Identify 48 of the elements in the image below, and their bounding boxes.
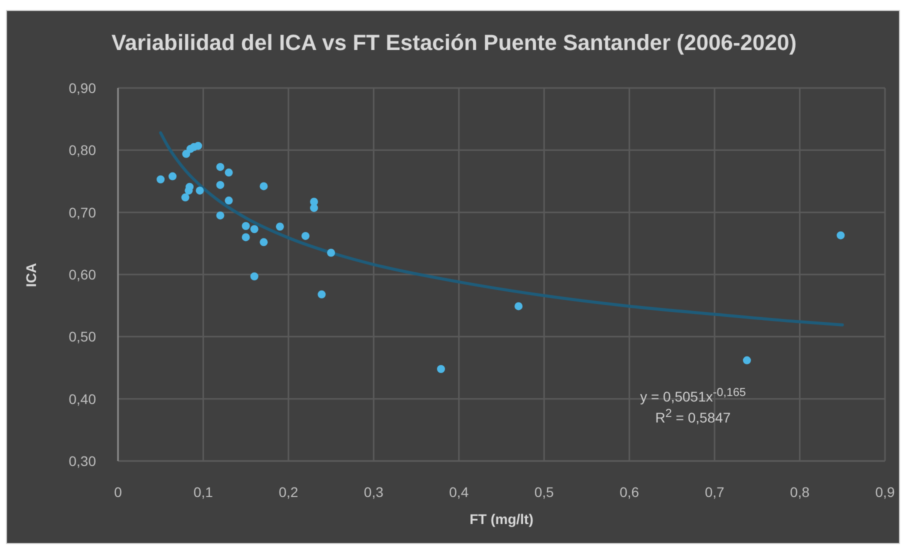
point (224, 196, 233, 205)
x-tick-label: 0 (114, 484, 122, 500)
point (436, 364, 445, 373)
point (742, 356, 751, 364)
y-tick-label: 0,90 (68, 80, 96, 96)
line-series (159, 131, 844, 326)
point (250, 272, 258, 280)
y-tick-label: 0,70 (68, 204, 96, 220)
point (242, 222, 250, 230)
point (836, 231, 845, 240)
point (514, 302, 523, 310)
point (182, 150, 190, 158)
point (216, 162, 224, 171)
point (250, 225, 258, 234)
x-tick-label: 0,5 (534, 484, 554, 500)
x-tick-label: 0,9 (875, 484, 895, 500)
point (224, 168, 233, 177)
point (260, 182, 268, 190)
y-tick-label: 0,60 (68, 266, 96, 282)
chart-title: Variabilidad del ICA vs FT Estación Puente Santander (2006-2020) (111, 30, 797, 55)
point (318, 290, 326, 298)
y-tick-label: 0,30 (68, 452, 96, 469)
x-tick-label: 0,3 (364, 484, 384, 500)
x-axis-title: FT (mg/lt) (468, 511, 534, 527)
y-tick-label: 0,50 (68, 328, 96, 345)
x-tick-label: 0,4 (449, 484, 469, 500)
y-tick-label: 0,80 (68, 142, 96, 158)
point (216, 211, 224, 220)
point (242, 233, 250, 242)
point (194, 142, 202, 150)
point (196, 186, 204, 195)
x-tick-label: 0,1 (193, 484, 214, 500)
x-tick-label: 0,6 (620, 484, 640, 500)
point (216, 180, 224, 189)
point (260, 238, 268, 246)
point (168, 172, 177, 180)
x-tick-label: 0,2 (278, 484, 298, 500)
point (301, 232, 310, 240)
x-tick-label: 0,8 (790, 484, 810, 500)
point (181, 193, 190, 202)
annotation: R$^{2}$ = 0,5847 (654, 406, 732, 428)
point (156, 175, 165, 184)
x-tick-label: 0,7 (704, 484, 724, 500)
y-tick-label: 0,40 (68, 390, 96, 407)
point (276, 222, 284, 231)
annotation: y = 0,5051x$^{-0,165}$ (639, 385, 747, 407)
point (327, 248, 336, 257)
y-axis-title: ICA (23, 262, 39, 287)
